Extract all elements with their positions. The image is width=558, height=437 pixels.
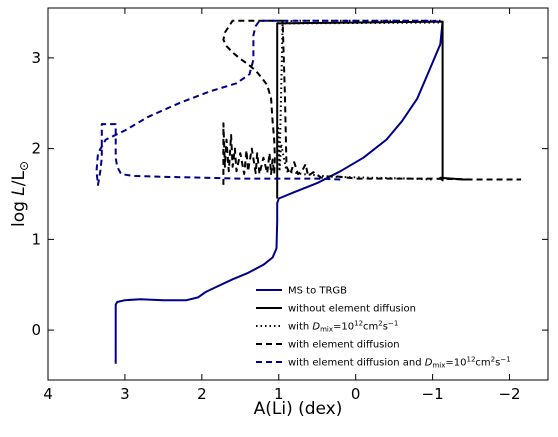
x-tick-label: 2 bbox=[197, 385, 207, 403]
y-tick-label: 0 bbox=[31, 321, 41, 339]
legend-label: without element diffusion bbox=[288, 304, 416, 315]
x-tick-labels: 4 3 2 1 0 −1 −2 bbox=[43, 385, 520, 403]
x-tick-label: 3 bbox=[120, 385, 130, 403]
x-tick-label: 0 bbox=[351, 385, 361, 403]
plot-frame bbox=[47, 7, 549, 381]
y-tick-labels: 0 1 2 3 bbox=[31, 49, 41, 339]
series-line-with-element-diffusion-and-dmix-10-12-cm2-s-1 bbox=[95, 19, 443, 186]
plot-area bbox=[47, 7, 549, 381]
legend-label: MS to TRGB bbox=[288, 286, 347, 297]
legend: MS to TRGB without element diffusion with … bbox=[256, 286, 511, 370]
legend-label: with element diffusion bbox=[288, 340, 400, 351]
series-layer bbox=[95, 19, 522, 364]
legend-label: with Dmix=1012cm2s−1 bbox=[288, 320, 398, 334]
ticks-layer bbox=[47, 8, 548, 380]
y-tick-label: 1 bbox=[31, 230, 41, 248]
series-line-with-dmix-10-12-cm2-s-1 bbox=[277, 19, 444, 181]
legend-label: with element diffusion and Dmix=1012cm2s… bbox=[288, 356, 511, 370]
x-tick-label: −2 bbox=[498, 385, 520, 403]
x-axis-label: A(Li) (dex) bbox=[254, 399, 343, 419]
x-tick-label: 1 bbox=[274, 385, 284, 403]
x-tick-label: 4 bbox=[43, 385, 53, 403]
series-line-ms-to-trgb bbox=[114, 21, 444, 364]
x-tick-label: −1 bbox=[422, 385, 444, 403]
y-axis-label: log L/L⊙ bbox=[9, 161, 31, 227]
y-tick-label: 3 bbox=[31, 49, 41, 67]
y-tick-label: 2 bbox=[31, 140, 41, 158]
series-line-with-element-diffusion bbox=[222, 19, 522, 185]
